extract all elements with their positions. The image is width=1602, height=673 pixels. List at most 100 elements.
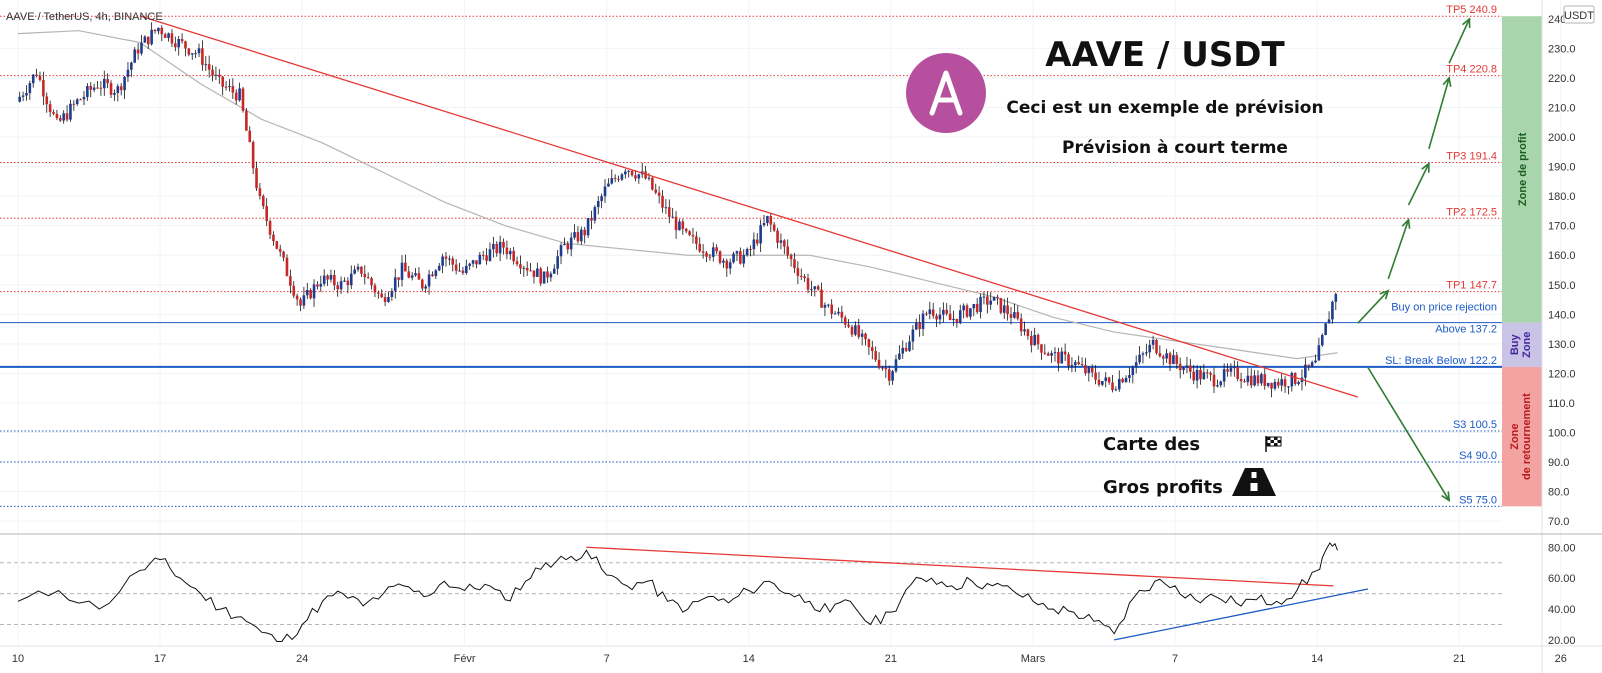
candle-body [529,270,532,272]
candle-body [265,206,268,221]
price-tick-label: 220.0 [1548,73,1576,85]
candle-body [1178,363,1182,371]
candle-body [1324,323,1327,335]
rsi-levels [0,562,1502,625]
candle-body [769,216,773,225]
candle-body [99,87,103,89]
candle-body [1189,365,1192,372]
candle-body [661,195,664,208]
candle-body [400,262,404,280]
symbol-header[interactable]: AAVE / TetherUS, 4h, BINANCE [6,11,163,23]
candle-body [1094,372,1097,380]
candle-body [1226,369,1229,372]
candle-body [1009,314,1013,318]
price-tick-label: 80.0 [1548,487,1569,499]
candle-body [898,353,901,360]
candle-body [1260,374,1263,384]
candle-body [1243,381,1246,383]
candle-body [505,247,509,255]
candle-body [667,207,671,217]
candle-body [921,313,925,330]
candle-body [380,293,384,298]
candle-body [35,74,38,76]
candle-body [999,298,1003,313]
rsi-axis[interactable]: 20.00 40.00 60.00 80.00 [1548,542,1576,647]
candle-body [1117,378,1121,390]
price-tick-label: 120.0 [1548,368,1576,380]
candle-body [610,178,614,184]
candle-body [600,196,603,202]
candle-body [539,268,543,284]
candle-body [732,253,735,263]
candle-body [1067,354,1070,366]
candle-body [502,241,505,248]
candle-body [552,268,556,274]
candle-body [806,278,810,290]
candle-body [485,255,488,261]
candle-body [908,341,911,351]
time-tick-label: 10 [12,653,24,665]
candle-body [451,258,455,265]
price-tick-label: 190.0 [1548,162,1576,174]
target-arrow-head [1442,76,1452,87]
rsi-tick-label: 80.00 [1548,542,1576,554]
candle-body [992,296,996,301]
candle-body [796,268,800,276]
candle-body [948,313,952,321]
candle-body [1165,353,1168,359]
candle-body [201,48,204,65]
candle-body [458,270,461,272]
candle-body [492,243,495,250]
candle-body [299,299,302,306]
candle-body [1304,364,1307,378]
candle-body [786,246,790,256]
candle-body [613,178,617,180]
candle-body [92,87,96,90]
candle-body [657,192,661,196]
candle-body [894,359,898,372]
candle-body [404,262,407,272]
candle-body [285,257,289,277]
rsi-tick-label: 20.00 [1548,635,1576,647]
candle-body [945,309,949,314]
candle-body [1307,364,1311,367]
candle-body [972,304,976,309]
candle-body [952,318,955,321]
candle-body [810,289,813,291]
candle-body [471,260,475,264]
candle-body [1283,379,1287,387]
time-tick-label: Févr [454,653,476,665]
candle-body [820,289,823,308]
candle-body [718,251,722,263]
candle-body [146,36,150,45]
time-axis[interactable]: 101724Févr71421Mars7142126Avr [12,653,1602,665]
candle-body [1101,381,1104,385]
candle-body [75,99,79,105]
candle-body [671,216,674,218]
level-label: TP5 240.9 [1446,4,1497,16]
candle-body [207,64,211,70]
rsi-trendline [1114,588,1369,641]
candle-body [461,270,465,274]
price-axis[interactable]: 70.0 80.0 90.0 100.0 110.0 120.0 130.0 140.0 150… [1548,14,1576,528]
candle-body [109,83,113,95]
candle-body [519,264,522,269]
candle-body [278,248,282,252]
candle-body [695,236,698,244]
level-label: S5 75.0 [1459,494,1497,506]
currency-badge-box [1563,5,1595,24]
candle-body [688,231,691,236]
target-arrow-head [1421,161,1430,173]
candle-body [1216,385,1219,387]
candle-body [437,265,441,271]
candle-body [1161,356,1165,359]
candle-body [532,270,536,277]
candle-body [383,297,387,303]
candle-body [82,96,86,100]
candle-body [197,48,201,54]
candle-body [481,254,485,256]
candle-body [309,290,312,299]
candle-body [336,285,340,290]
candle-body [766,216,769,224]
